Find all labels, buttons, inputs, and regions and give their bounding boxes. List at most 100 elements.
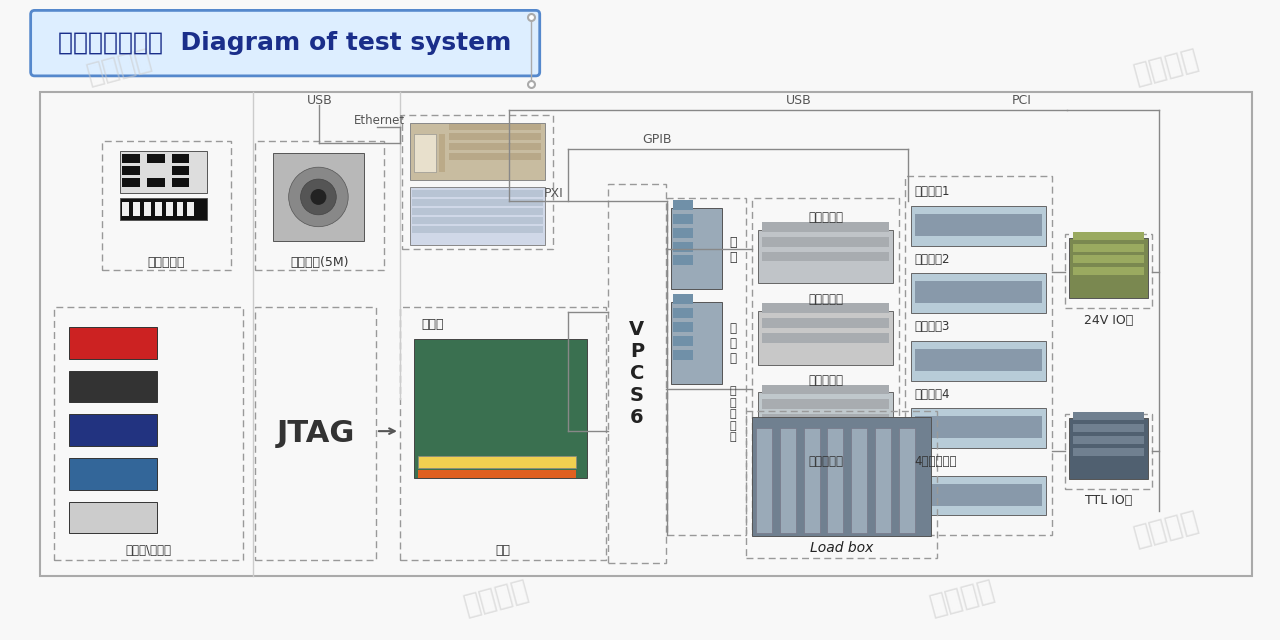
Bar: [758, 392, 893, 446]
Bar: [255, 141, 384, 270]
Bar: [915, 349, 1042, 371]
Text: PXI: PXI: [544, 188, 563, 200]
Bar: [762, 414, 890, 424]
Bar: [410, 122, 545, 180]
Bar: [155, 202, 161, 216]
Bar: [762, 399, 890, 410]
Bar: [413, 339, 588, 478]
Text: GPIB: GPIB: [643, 133, 672, 146]
Bar: [1073, 436, 1144, 444]
Text: 频
率
计
数
器: 频 率 计 数 器: [730, 386, 736, 442]
Bar: [449, 124, 540, 131]
Bar: [827, 428, 844, 533]
Bar: [412, 199, 543, 206]
Text: TTL IO卡: TTL IO卡: [1084, 494, 1132, 507]
Text: 德智电子: 德智电子: [927, 576, 998, 620]
Text: 夹具: 夹具: [495, 544, 511, 557]
Bar: [753, 198, 899, 535]
Bar: [671, 208, 722, 289]
Bar: [1073, 412, 1144, 420]
Bar: [915, 416, 1042, 438]
Bar: [412, 217, 543, 224]
Bar: [758, 311, 893, 365]
Bar: [756, 428, 772, 533]
Bar: [165, 202, 173, 216]
Bar: [120, 198, 207, 220]
Bar: [905, 176, 1052, 535]
Bar: [673, 294, 692, 304]
Bar: [172, 166, 189, 175]
Bar: [412, 190, 543, 197]
Bar: [758, 474, 893, 527]
Text: 功率放大器: 功率放大器: [808, 456, 844, 468]
Bar: [172, 154, 189, 163]
Text: 数字万用表: 数字万用表: [808, 292, 844, 306]
Bar: [673, 350, 692, 360]
Bar: [122, 202, 129, 216]
Bar: [122, 166, 140, 175]
Text: 德智电子: 德智电子: [83, 45, 155, 89]
Bar: [673, 242, 692, 252]
Bar: [673, 200, 692, 210]
Bar: [69, 458, 156, 490]
Text: USB: USB: [786, 94, 812, 107]
Bar: [439, 134, 445, 172]
Bar: [911, 273, 1046, 313]
Bar: [762, 333, 890, 343]
Text: 电子负载2: 电子负载2: [915, 253, 950, 266]
Bar: [120, 151, 207, 193]
Bar: [133, 202, 140, 216]
Bar: [762, 495, 890, 506]
Bar: [412, 208, 543, 215]
FancyBboxPatch shape: [31, 10, 540, 76]
Bar: [69, 371, 156, 403]
Bar: [673, 322, 692, 332]
Bar: [762, 481, 890, 491]
Bar: [667, 198, 746, 535]
Bar: [746, 412, 937, 558]
Bar: [449, 134, 540, 140]
Text: Ethernet: Ethernet: [353, 114, 404, 127]
Bar: [762, 385, 890, 394]
Bar: [55, 307, 243, 560]
Bar: [402, 115, 553, 248]
Text: 电子负载3: 电子负载3: [915, 321, 950, 333]
Bar: [147, 154, 165, 163]
Circle shape: [311, 189, 326, 205]
Bar: [911, 206, 1046, 246]
Bar: [758, 230, 893, 284]
Text: 矩
阵: 矩 阵: [730, 236, 737, 264]
Bar: [762, 221, 890, 232]
Bar: [899, 428, 915, 533]
Text: V
P
C
S
6: V P C S 6: [630, 320, 645, 427]
Text: 恒
流
源: 恒 流 源: [730, 323, 737, 365]
Bar: [449, 143, 540, 150]
Text: 电子负载1: 电子负载1: [915, 186, 950, 198]
Bar: [1073, 244, 1144, 252]
Bar: [876, 428, 891, 533]
Text: 4通道示波器: 4通道示波器: [915, 456, 957, 468]
Bar: [911, 476, 1046, 515]
Bar: [1065, 414, 1152, 489]
Bar: [915, 282, 1042, 303]
Bar: [762, 237, 890, 246]
Text: 德智电子: 德智电子: [1130, 45, 1202, 89]
Bar: [273, 154, 364, 241]
Circle shape: [289, 167, 348, 227]
Bar: [1073, 232, 1144, 239]
Text: 德智电子: 德智电子: [461, 576, 531, 620]
Text: 波形发生器: 波形发生器: [808, 374, 844, 387]
Bar: [40, 92, 1252, 576]
Text: JTAG: JTAG: [276, 419, 355, 448]
Bar: [255, 307, 376, 560]
Bar: [449, 154, 540, 160]
Text: 24V IO卡: 24V IO卡: [1084, 314, 1133, 326]
Text: PCI: PCI: [1012, 94, 1032, 107]
Text: USB: USB: [306, 94, 333, 107]
Bar: [673, 228, 692, 237]
Bar: [69, 327, 156, 358]
Bar: [1065, 234, 1152, 308]
Bar: [1069, 237, 1148, 298]
Bar: [69, 414, 156, 446]
Bar: [417, 456, 576, 468]
